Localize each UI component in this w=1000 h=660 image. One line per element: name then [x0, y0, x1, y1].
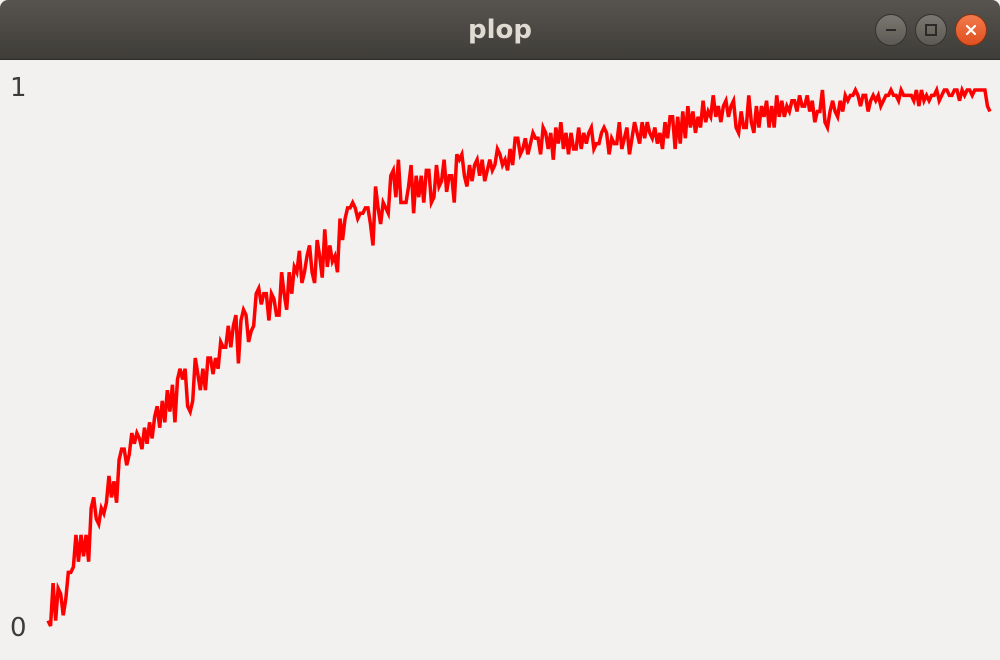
plot-canvas — [46, 84, 992, 627]
y-tick-label-min: 0 — [10, 613, 27, 643]
maximize-button[interactable] — [915, 14, 947, 46]
titlebar[interactable]: plop — [0, 0, 1000, 60]
series-line-0 — [46, 84, 992, 627]
y-tick-label-max: 1 — [10, 73, 27, 103]
close-icon — [965, 24, 977, 36]
minimize-icon — [886, 29, 896, 31]
minimize-button[interactable] — [875, 14, 907, 46]
close-button[interactable] — [955, 14, 987, 46]
maximize-icon — [925, 24, 937, 36]
plot-area: 1 0 — [0, 60, 1000, 660]
window-title: plop — [468, 15, 532, 45]
